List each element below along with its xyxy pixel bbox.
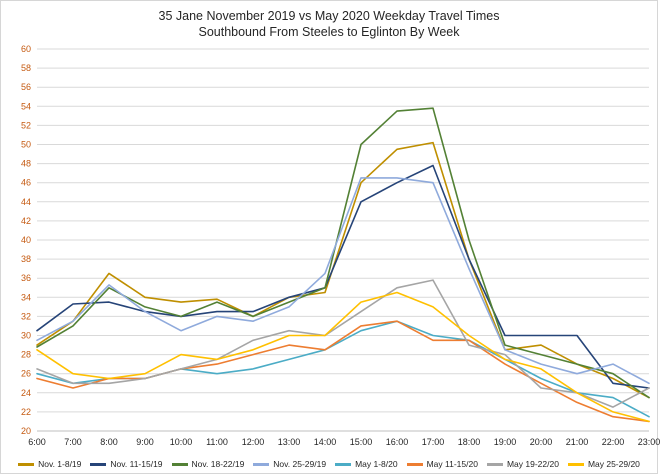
x-tick-label: 13:00 <box>278 437 301 447</box>
legend-label: Nov. 25-29/19 <box>273 459 327 469</box>
x-tick-label: 19:00 <box>494 437 517 447</box>
y-tick-label: 46 <box>21 178 31 188</box>
y-tick-label: 40 <box>21 235 31 245</box>
series-line-may-19-22-20 <box>36 279 650 408</box>
y-tick-label: 52 <box>21 120 31 130</box>
y-tick-label: 30 <box>21 331 31 341</box>
x-tick-label: 21:00 <box>566 437 589 447</box>
x-tick-label: 22:00 <box>602 437 625 447</box>
legend-label: May 1-8/20 <box>355 459 398 469</box>
y-tick-label: 60 <box>21 44 31 54</box>
y-tick-label: 54 <box>21 101 31 111</box>
chart-legend: Nov. 1-8/19 Nov. 11-15/19 Nov. 18-22/19 Nov… <box>1 459 657 469</box>
legend-item: Nov. 11-15/19 <box>90 459 163 469</box>
x-tick-label: 12:00 <box>242 437 265 447</box>
y-tick-label: 26 <box>21 369 31 379</box>
x-tick-label: 6:00 <box>28 437 46 447</box>
y-tick-label: 58 <box>21 63 31 73</box>
legend-item: May 19-22/20 <box>486 459 559 469</box>
y-tick-label: 20 <box>21 426 31 436</box>
chart-title-line1: 35 Jane November 2019 vs May 2020 Weekda… <box>158 9 500 23</box>
y-tick-label: 24 <box>21 388 31 398</box>
x-tick-label: 18:00 <box>458 437 481 447</box>
legend-item: May 1-8/20 <box>335 459 398 469</box>
legend-item: Nov. 25-29/19 <box>253 459 326 469</box>
x-tick-label: 7:00 <box>64 437 82 447</box>
legend-item: May 25-29/20 <box>567 459 640 469</box>
series-line-nov-18-22-19 <box>36 107 650 399</box>
legend-swatch-icon <box>567 462 584 466</box>
y-tick-label: 48 <box>21 159 31 169</box>
legend-label: May 19-22/20 <box>506 459 559 469</box>
legend-label: May 11-15/20 <box>426 459 478 469</box>
x-tick-label: 9:00 <box>136 437 154 447</box>
legend-item: Nov. 1-8/19 <box>18 459 81 469</box>
travel-times-line-chart: 20 22 24 26 28 30 32 34 36 38 40 42 44 46 48 50 52 54 56 58… <box>21 44 660 447</box>
y-tick-label: 44 <box>21 197 31 207</box>
x-tick-label: 11:00 <box>206 437 228 447</box>
y-tick-label: 28 <box>21 350 31 360</box>
legend-swatch-icon <box>18 462 35 466</box>
chart-title: 35 Jane November 2019 vs May 2020 Weekda… <box>1 8 657 40</box>
x-tick-label: 14:00 <box>314 437 337 447</box>
legend-label: Nov. 1-8/19 <box>38 459 82 469</box>
y-tick-label: 36 <box>21 273 31 283</box>
legend-label: Nov. 11-15/19 <box>110 459 163 469</box>
series-line-nov-25-29-19 <box>36 177 650 385</box>
legend-swatch-icon <box>335 462 352 466</box>
legend-label: Nov. 18-22/19 <box>191 459 245 469</box>
legend-swatch-icon <box>253 462 270 466</box>
x-tick-label: 15:00 <box>350 437 373 447</box>
legend-label: May 25-29/20 <box>587 459 640 469</box>
legend-swatch-icon <box>486 462 503 466</box>
x-tick-label: 23:00 <box>638 437 660 447</box>
x-tick-label: 16:00 <box>386 437 409 447</box>
legend-swatch-icon <box>406 462 423 466</box>
x-tick-label: 17:00 <box>422 437 445 447</box>
x-tick-label: 20:00 <box>530 437 553 447</box>
y-tick-label: 22 <box>21 407 31 417</box>
series-line-may-25-29-20 <box>36 291 650 423</box>
x-tick-label: 8:00 <box>100 437 118 447</box>
x-tick-label: 10:00 <box>170 437 193 447</box>
series-line-nov-11-15-19 <box>36 164 650 389</box>
legend-item: Nov. 18-22/19 <box>171 459 245 469</box>
y-tick-label: 34 <box>21 292 31 302</box>
legend-swatch-icon <box>90 462 107 466</box>
y-tick-label: 42 <box>21 216 31 226</box>
y-tick-label: 32 <box>21 311 31 321</box>
y-tick-label: 50 <box>21 140 31 150</box>
legend-item: May 11-15/20 <box>406 459 478 469</box>
chart-title-line2: Southbound From Steeles to Eglinton By W… <box>198 25 460 39</box>
y-tick-label: 38 <box>21 254 31 264</box>
legend-swatch-icon <box>171 462 188 466</box>
y-tick-label: 56 <box>21 82 31 92</box>
series-line-nov-1-8-19 <box>36 141 650 399</box>
